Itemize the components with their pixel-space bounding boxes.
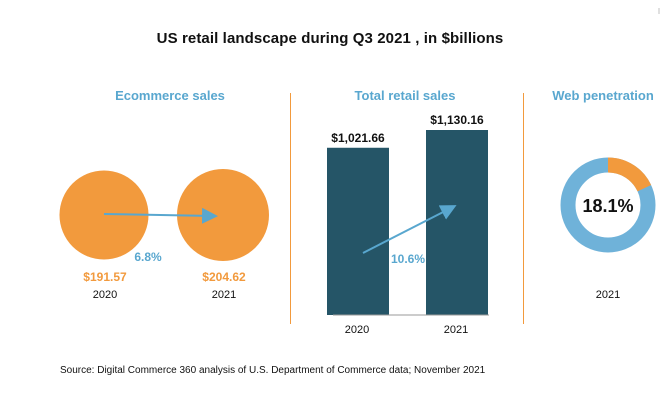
ecommerce-value-2021: $204.62 — [202, 270, 246, 284]
total-retail-chart: $1,021.66 $1,130.16 10.6% 2020 2021 — [327, 113, 489, 336]
total-retail-bar-2021 — [426, 130, 488, 315]
web-penetration-chart: 18.1% 2021 — [560, 157, 656, 301]
source-note: Source: Digital Commerce 360 analysis of… — [60, 365, 486, 376]
total-retail-growth-arrow — [362, 205, 457, 254]
web-penetration-year: 2021 — [596, 289, 620, 301]
section-divider-right — [523, 93, 524, 324]
total-retail-year-2021: 2021 — [444, 324, 468, 336]
total-retail-value-2020: $1,021.66 — [331, 131, 385, 145]
total-retail-heading: Total retail sales — [354, 88, 456, 103]
section-divider-left — [290, 93, 291, 324]
ecommerce-growth-label: 6.8% — [134, 250, 162, 264]
ecommerce-year-2021: 2021 — [212, 289, 236, 301]
web-penetration-value: 18.1% — [582, 196, 633, 216]
gray-edge-mark — [658, 8, 660, 14]
ecommerce-growth-arrow — [103, 207, 218, 224]
web-penetration-ring-share — [607, 157, 652, 192]
total-retail-growth-label: 10.6% — [391, 252, 425, 266]
web-penetration-heading: Web penetration — [552, 88, 654, 103]
page-title: US retail landscape during Q3 2021 , in … — [156, 30, 504, 47]
ecommerce-heading: Ecommerce sales — [115, 88, 225, 103]
ecommerce-value-2020: $191.57 — [83, 270, 127, 284]
total-retail-bar-2020 — [327, 147, 389, 315]
total-retail-value-2021: $1,130.16 — [430, 113, 484, 127]
ecommerce-bubble-2021 — [177, 169, 269, 261]
ecommerce-chart: 6.8% $191.57 $204.62 2020 2021 — [59, 169, 269, 301]
ecommerce-year-2020: 2020 — [93, 289, 117, 301]
total-retail-year-2020: 2020 — [345, 324, 369, 336]
